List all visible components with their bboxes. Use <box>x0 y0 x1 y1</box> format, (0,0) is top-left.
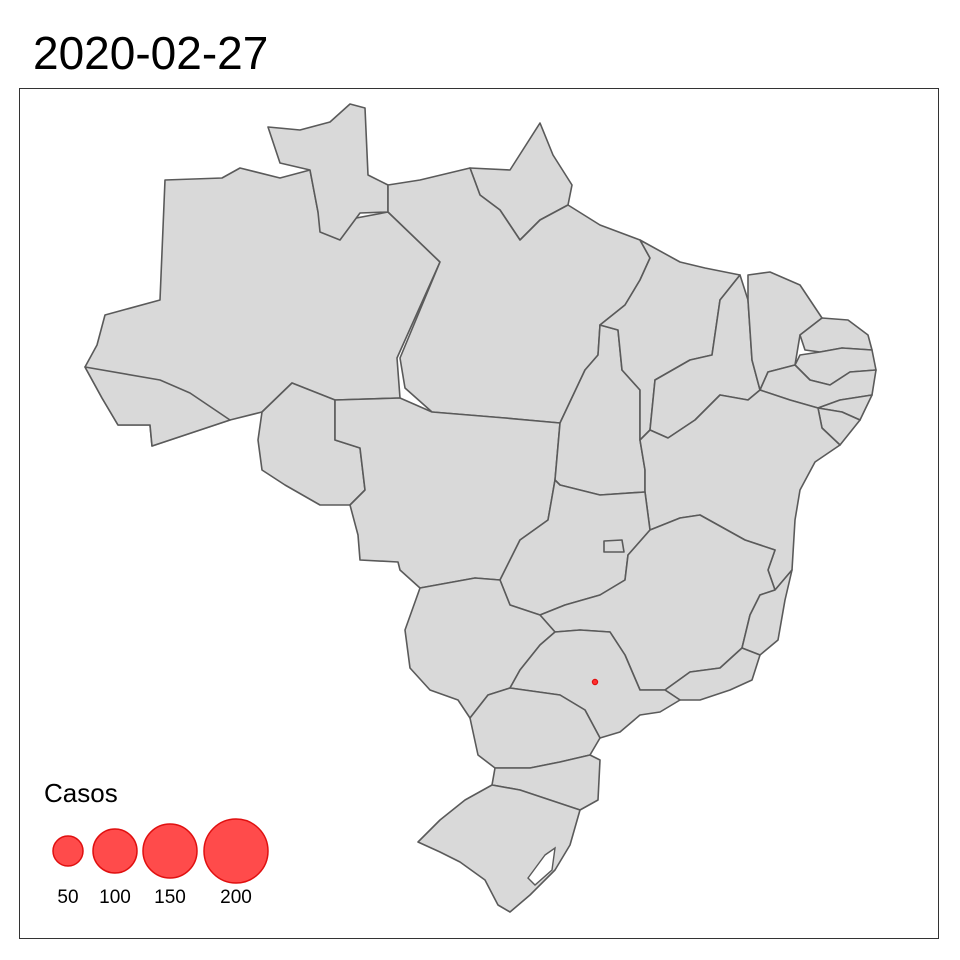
state-rio-grande-do-sul <box>417 784 581 913</box>
case-bubble-sao-paulo <box>591 678 599 686</box>
state-rio-de-janeiro <box>664 647 761 701</box>
legend-bubble-50 <box>52 835 84 867</box>
lagoa-dos-patos <box>527 846 556 886</box>
legend-bubble-100 <box>92 828 138 874</box>
legend-label-150: 150 <box>154 887 186 908</box>
legend-bubble-150 <box>142 823 198 879</box>
map-title: 2020-02-27 <box>33 27 269 79</box>
legend-label-100: 100 <box>99 887 131 908</box>
state-distrito-federal <box>603 539 625 553</box>
legend-label-200: 200 <box>220 887 252 908</box>
legend-title: Casos <box>44 778 118 808</box>
state-acre <box>84 366 231 447</box>
legend-bubble-200 <box>203 818 269 884</box>
legend-label-50: 50 <box>57 887 79 908</box>
map-panel <box>19 88 939 939</box>
